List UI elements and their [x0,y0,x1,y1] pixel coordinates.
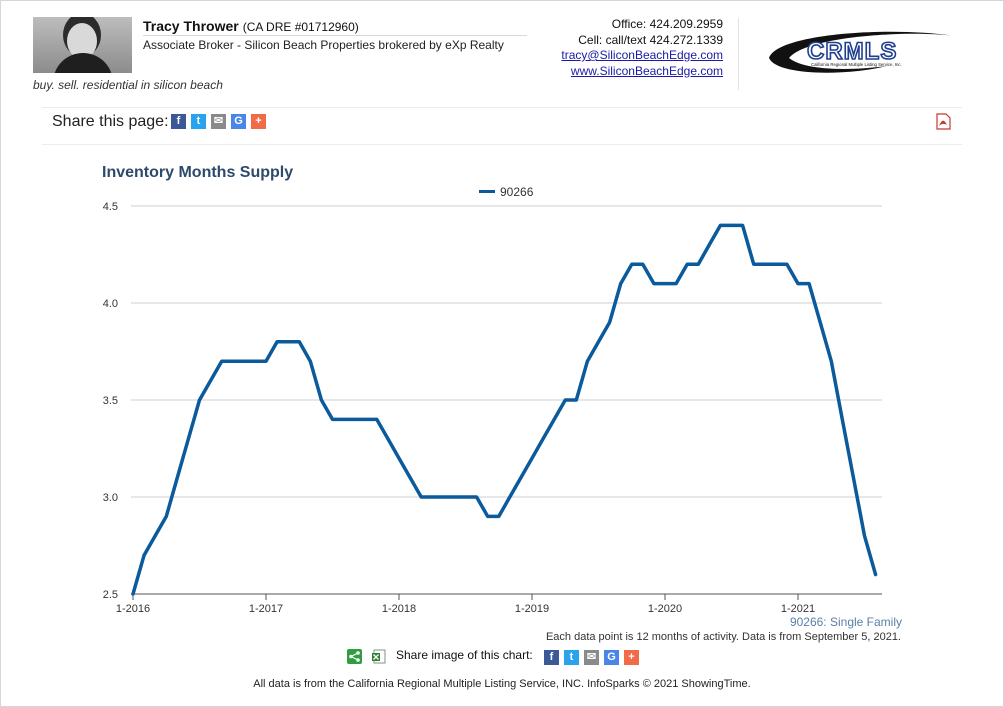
agent-name-text: Tracy Thrower [143,18,239,34]
email-icon[interactable]: ✉ [584,650,599,665]
agent-dre: (CA DRE #01712960) [242,20,359,34]
crmls-logo: CRMLS California Regional Multiple Listi… [769,31,955,73]
pdf-icon[interactable] [936,113,951,130]
facebook-icon[interactable]: f [544,650,559,665]
twitter-icon[interactable]: t [191,114,206,129]
google-icon[interactable]: G [604,650,619,665]
footer-note: All data is from the California Regional… [253,678,751,690]
legend-label: 90266 [500,185,534,199]
header-divider [738,18,739,90]
y-tick-label: 4.0 [103,298,118,310]
excel-icon[interactable] [371,649,386,664]
x-tick-label: 1-2020 [648,603,682,615]
plus-share-icon[interactable]: + [251,114,266,129]
share-icon[interactable] [347,649,362,664]
chart-source-label: 90266: Single Family [789,615,902,629]
y-tick-label: 3.5 [103,395,118,407]
email-icon[interactable]: ✉ [211,114,226,129]
chart-note: Each data point is 12 months of activity… [545,631,901,643]
agent-photo [33,17,132,73]
series-line-90266 [131,223,878,596]
y-tick-label: 4.5 [103,201,118,213]
y-tick-label: 2.5 [103,589,118,601]
plus-share-icon[interactable]: + [624,650,639,665]
logo-text: CRMLS [807,38,897,65]
y-tick-label: 3.0 [103,492,118,504]
x-tick-label: 1-2018 [382,603,416,615]
x-tick-label: 1-2021 [781,603,815,615]
name-divider [143,35,527,36]
x-tick-label: 1-2019 [515,603,549,615]
chart-title: Inventory Months Supply [102,164,294,181]
logo-subtext: California Regional Multiple Listing Ser… [811,62,902,67]
x-tick-label: 1-2017 [249,603,283,615]
agent-name: Tracy Thrower (CA DRE #01712960) [143,18,359,34]
legend-swatch [479,190,495,193]
x-tick-label: 1-2016 [116,603,150,615]
office-phone: Office: 424.209.2959 [611,17,723,31]
share-image-label: Share image of this chart: [396,648,533,662]
email-link[interactable]: tracy@SiliconBeachEdge.com [561,48,723,62]
facebook-icon[interactable]: f [171,114,186,129]
twitter-icon[interactable]: t [564,650,579,665]
website-link[interactable]: www.SiliconBeachEdge.com [570,63,723,78]
agent-role: Associate Broker - Silicon Beach Propert… [143,38,504,52]
google-icon[interactable]: G [231,114,246,129]
share-page-label: Share this page: [52,113,169,130]
tagline: buy. sell. residential in silicon beach [33,78,223,92]
contact-block: Office: 424.209.2959 Cell: call/text 424… [561,17,723,79]
cell-phone: Cell: call/text 424.272.1339 [578,32,723,47]
share-bar [42,107,962,145]
